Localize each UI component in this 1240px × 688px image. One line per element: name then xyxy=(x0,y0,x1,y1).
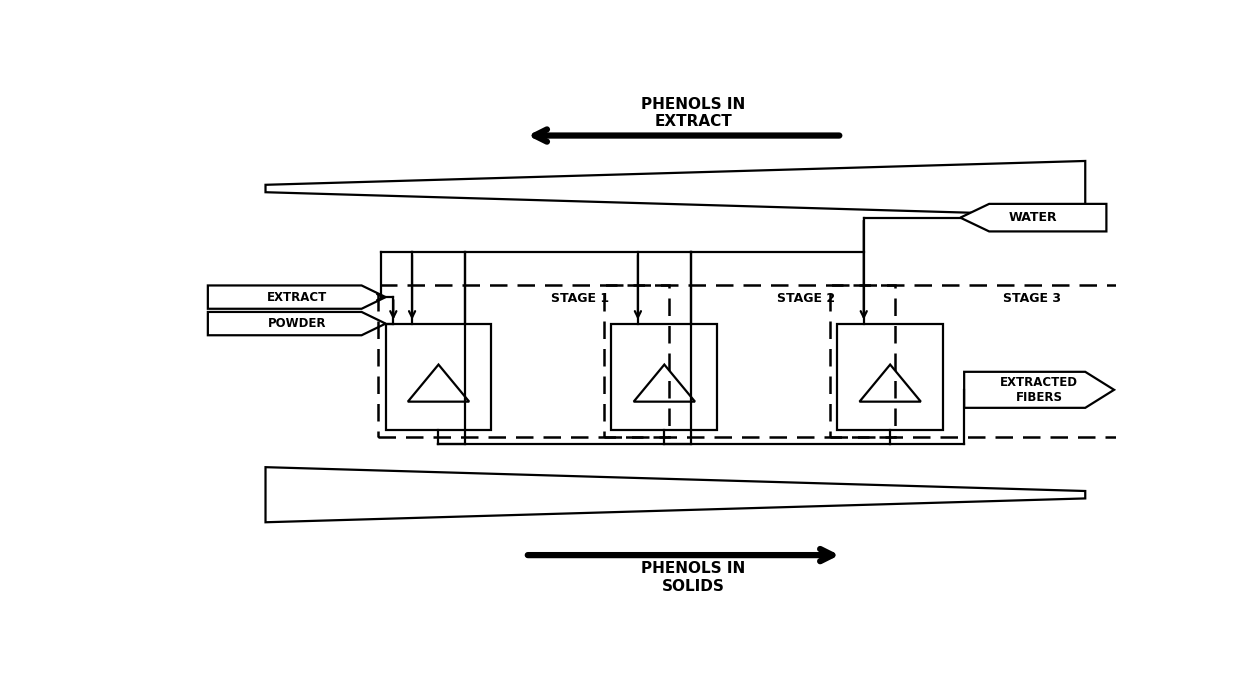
Text: PHENOLS IN
SOLIDS: PHENOLS IN SOLIDS xyxy=(641,561,745,594)
Text: POWDER: POWDER xyxy=(268,317,326,330)
Text: EXTRACT: EXTRACT xyxy=(267,290,327,303)
Text: PHENOLS IN
EXTRACT: PHENOLS IN EXTRACT xyxy=(641,97,745,129)
Polygon shape xyxy=(965,372,1114,408)
Text: STAGE 1: STAGE 1 xyxy=(551,292,609,305)
Bar xyxy=(604,286,895,438)
Bar xyxy=(378,286,670,438)
Polygon shape xyxy=(960,204,1106,231)
Bar xyxy=(611,323,717,429)
Text: STAGE 2: STAGE 2 xyxy=(777,292,836,305)
Bar xyxy=(830,286,1121,438)
Polygon shape xyxy=(208,312,386,335)
Bar xyxy=(837,323,942,429)
Bar xyxy=(386,323,491,429)
Text: WATER: WATER xyxy=(1009,211,1058,224)
Polygon shape xyxy=(208,286,386,309)
Text: STAGE 3: STAGE 3 xyxy=(1003,292,1061,305)
Text: EXTRACTED
FIBERS: EXTRACTED FIBERS xyxy=(1001,376,1078,404)
